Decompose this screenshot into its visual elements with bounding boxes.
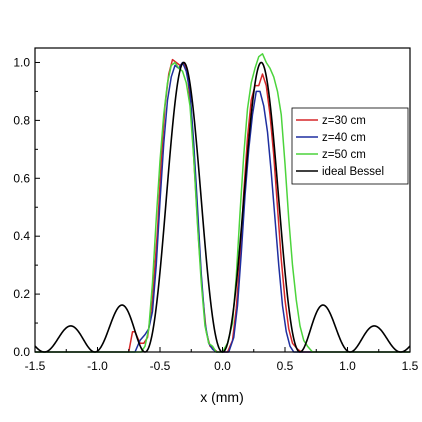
series-line-3: [34, 61, 411, 353]
x-tick-label: -0.5: [150, 359, 171, 373]
legend-label: z=50 cm: [322, 149, 366, 161]
series-layer: [34, 53, 411, 353]
y-tick-label: 1.0: [13, 55, 30, 69]
x-tick-label: -1.0: [87, 359, 108, 373]
series-line-0: [35, 58, 410, 353]
x-tick-label: 1.5: [402, 359, 419, 373]
legend-label: z=40 cm: [322, 132, 366, 144]
y-tick-label: 0.0: [13, 345, 30, 359]
ticks-layer: -1.5 -1.0 -0.5 0.0 0.5 1.0 1.5 0.0 0.2 0.4 0.6 0.8 1…: [13, 55, 418, 373]
y-tick-label: 0.4: [13, 229, 30, 243]
x-tick-label: 0.5: [277, 359, 294, 373]
y-tick-label: 0.8: [13, 113, 30, 127]
legend-label: z=30 cm: [322, 115, 366, 127]
legend: z=30 cm z=40 cm z=50 cm ideal Bessel: [291, 107, 409, 185]
x-tick-label: -1.5: [25, 359, 46, 373]
x-tick-label: 1.0: [339, 359, 356, 373]
x-axis-title: x (mm): [200, 389, 244, 405]
series-line-2: [35, 53, 410, 353]
series-line-1: [35, 61, 410, 353]
plot-frame: [34, 47, 411, 353]
y-tick-label: 0.6: [13, 171, 30, 185]
x-tick-label: 0.0: [214, 359, 231, 373]
legend-label: ideal Bessel: [322, 166, 384, 178]
y-tick-label: 0.2: [13, 287, 30, 301]
